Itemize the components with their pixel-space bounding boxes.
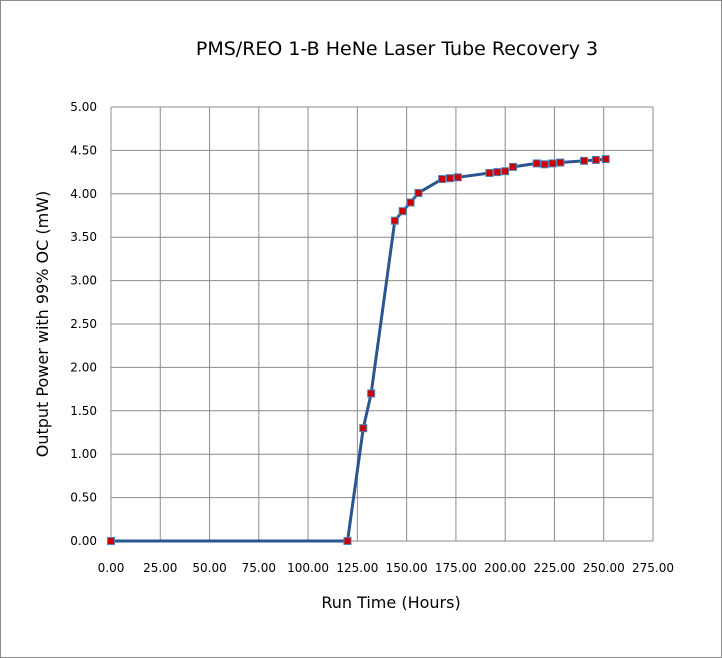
data-point <box>445 174 454 183</box>
data-point <box>107 537 115 545</box>
data-point <box>398 207 407 216</box>
x-tick-label: 150.00 <box>386 561 428 575</box>
data-point <box>414 188 423 197</box>
data-point <box>591 155 600 164</box>
data-point <box>438 175 447 184</box>
y-tick-label: 0.00 <box>70 534 97 548</box>
y-tick-label: 5.00 <box>70 100 97 114</box>
data-point <box>540 160 549 169</box>
y-tick-label: 3.00 <box>70 274 97 288</box>
data-point <box>493 168 502 177</box>
y-tick-label: 2.50 <box>70 317 97 331</box>
y-tick-label: 3.50 <box>70 230 97 244</box>
x-tick-label: 0.00 <box>98 561 125 575</box>
x-axis-label: Run Time (Hours) <box>321 593 460 612</box>
data-point <box>367 389 376 398</box>
data-point <box>556 158 565 167</box>
data-point <box>485 168 494 177</box>
y-tick-label: 4.00 <box>70 187 97 201</box>
x-tick-label: 25.00 <box>143 561 177 575</box>
data-point <box>343 537 352 545</box>
x-tick-label: 250.00 <box>583 561 625 575</box>
y-axis-label: Output Power with 99% OC (mW) <box>33 191 52 458</box>
chart-title: PMS/REO 1-B HeNe Laser Tube Recovery 3 <box>196 38 598 60</box>
y-tick-label: 1.00 <box>70 447 97 461</box>
data-point <box>532 159 541 168</box>
data-point <box>509 162 518 171</box>
x-tick-label: 125.00 <box>336 561 378 575</box>
x-tick-label: 200.00 <box>484 561 526 575</box>
x-tick-label: 225.00 <box>533 561 575 575</box>
data-point <box>390 216 399 225</box>
data-point <box>548 159 557 168</box>
data-point <box>406 198 415 207</box>
y-tick-label: 4.50 <box>70 143 97 157</box>
y-tick-label: 0.50 <box>70 491 97 505</box>
data-point <box>359 424 368 433</box>
series-line <box>111 157 606 543</box>
y-tick-label: 2.00 <box>70 360 97 374</box>
x-tick-label: 275.00 <box>632 561 674 575</box>
x-tick-label: 50.00 <box>192 561 226 575</box>
data-point <box>501 167 510 176</box>
x-tick-label: 75.00 <box>242 561 276 575</box>
x-tick-label: 175.00 <box>435 561 477 575</box>
x-tick-label: 100.00 <box>287 561 329 575</box>
data-point <box>453 173 462 182</box>
data-point <box>601 155 610 164</box>
data-point <box>580 156 589 165</box>
y-tick-label: 1.50 <box>70 404 97 418</box>
